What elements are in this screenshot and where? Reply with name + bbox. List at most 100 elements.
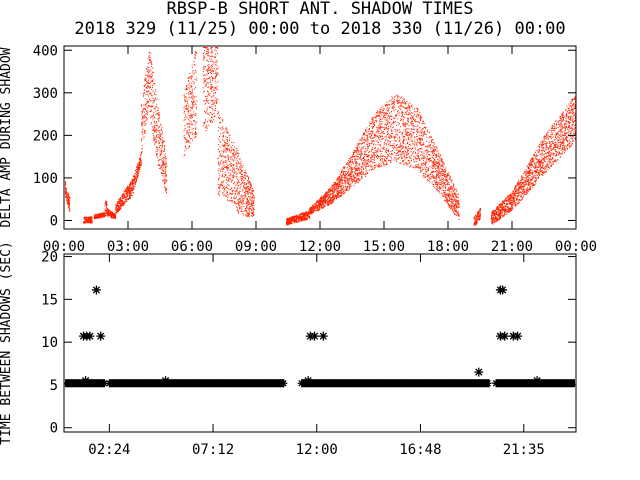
amp-point <box>213 116 215 117</box>
amp-point <box>294 215 296 217</box>
amp-point <box>242 201 243 203</box>
amp-point <box>206 51 207 53</box>
amp-point <box>251 190 253 192</box>
amp-point <box>162 165 164 167</box>
amp-point <box>137 175 139 176</box>
amp-point <box>148 91 150 93</box>
amp-point <box>233 155 235 157</box>
amp-point <box>118 202 120 204</box>
amp-point <box>106 202 107 204</box>
amp-point <box>129 198 131 200</box>
amp-point <box>384 112 385 114</box>
amp-point <box>185 116 187 118</box>
amp-point <box>354 159 356 161</box>
amp-point <box>366 163 368 165</box>
amp-point <box>327 204 329 206</box>
amp-point <box>100 213 102 215</box>
amp-point <box>300 219 302 221</box>
amp-point <box>139 161 141 163</box>
amp-point <box>240 163 242 165</box>
amp-point <box>287 219 289 221</box>
amp-point <box>325 200 327 202</box>
amp-point <box>386 148 388 150</box>
amp-point <box>213 87 215 89</box>
amp-point <box>185 106 187 108</box>
amp-point <box>211 84 212 86</box>
amp-point <box>386 132 388 134</box>
amp-point <box>316 201 318 203</box>
amp-point <box>190 106 192 108</box>
amp-point <box>241 194 243 196</box>
amp-point <box>164 145 166 147</box>
amp-point <box>286 223 288 225</box>
amp-point <box>243 194 245 196</box>
amp-point <box>117 204 119 206</box>
amp-point <box>373 122 375 124</box>
amp-point <box>139 168 141 170</box>
amp-point <box>339 180 341 182</box>
amp-point <box>337 186 339 188</box>
amp-point <box>125 188 127 190</box>
amp-point <box>344 182 346 184</box>
amp-point <box>195 136 197 138</box>
amp-point <box>364 129 366 131</box>
amp-point <box>387 110 389 112</box>
amp-point <box>125 189 127 190</box>
amp-point <box>204 103 206 105</box>
amp-point <box>194 133 196 135</box>
amp-point <box>133 188 135 190</box>
amp-point <box>232 179 233 181</box>
amp-point <box>145 123 147 125</box>
amp-point <box>351 182 353 184</box>
amp-point <box>387 136 389 138</box>
amp-point <box>210 47 212 49</box>
amp-point <box>127 191 129 193</box>
amp-point <box>393 106 395 108</box>
amp-point <box>153 129 155 131</box>
amp-point <box>286 218 288 220</box>
amp-point <box>347 172 348 174</box>
amp-point <box>229 161 231 162</box>
amp-point <box>318 209 320 211</box>
amp-point <box>310 212 312 214</box>
amp-point <box>206 81 208 83</box>
amp-point <box>114 215 116 217</box>
amp-point <box>342 173 344 174</box>
amp-point <box>186 133 188 135</box>
amp-point <box>193 96 195 98</box>
amp-point <box>232 172 234 174</box>
amp-point <box>232 189 234 191</box>
amp-point <box>188 110 190 112</box>
amp-point <box>126 190 127 192</box>
amp-point <box>351 167 352 169</box>
amp-point <box>293 217 295 219</box>
amp-point <box>360 155 361 157</box>
amp-point <box>343 166 345 168</box>
amp-point <box>372 122 374 124</box>
amp-point <box>287 221 289 223</box>
amp-point <box>205 130 207 131</box>
amp-point <box>253 207 255 209</box>
amp-point <box>68 197 70 199</box>
amp-point <box>367 173 369 174</box>
amp-point <box>145 105 147 107</box>
amp-point <box>129 194 131 196</box>
amp-point <box>226 176 228 178</box>
amp-point <box>288 218 290 220</box>
amp-point <box>196 79 198 81</box>
amp-point <box>120 200 122 202</box>
amp-point <box>217 67 219 69</box>
amp-point <box>161 152 162 154</box>
amp-point <box>159 131 161 133</box>
amp-point <box>153 129 154 131</box>
amp-point <box>376 115 378 117</box>
amp-point <box>211 119 212 121</box>
amp-point <box>313 210 315 211</box>
amp-point <box>226 187 228 188</box>
amp-point <box>129 184 130 186</box>
amp-point <box>153 135 154 137</box>
amp-point <box>372 127 374 129</box>
amp-point <box>108 213 110 215</box>
amp-point <box>224 187 225 189</box>
